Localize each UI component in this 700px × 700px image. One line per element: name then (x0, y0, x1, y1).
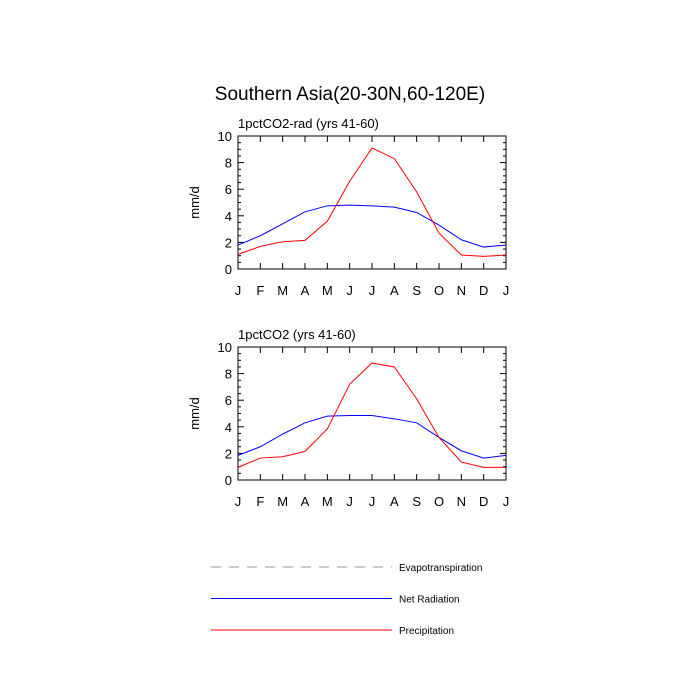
y-tick-label: 8 (225, 367, 232, 382)
x-tick-label: A (390, 283, 399, 298)
y-tick-label: 10 (218, 340, 232, 355)
x-tick-label: S (412, 494, 421, 509)
series-line-net-radiation (237, 415, 507, 459)
plot-frame (237, 346, 507, 481)
x-tick-label: S (412, 283, 421, 298)
legend-label: Precipitation (399, 626, 454, 637)
legend-label: Net Radiation (399, 595, 460, 606)
y-axis-label: mm/d (187, 186, 202, 219)
plot-frame (237, 135, 507, 270)
x-tick-label: J (503, 494, 510, 509)
x-tick-label: F (256, 283, 264, 298)
x-tick-label: O (434, 283, 444, 298)
y-tick-label: 0 (225, 262, 232, 277)
figure-title: Southern Asia(20-30N,60-120E) (215, 84, 485, 105)
y-tick-label: 0 (225, 473, 232, 488)
x-tick-label: N (457, 283, 466, 298)
x-tick-label: M (277, 494, 288, 509)
x-tick-label: A (390, 494, 399, 509)
y-tick-label: 2 (225, 235, 232, 250)
x-tick-label: J (369, 283, 376, 298)
legend-label: Evapotranspiration (399, 563, 482, 574)
y-tick-label: 4 (225, 209, 232, 224)
x-tick-label: M (322, 494, 333, 509)
x-tick-label: J (346, 283, 353, 298)
y-tick-label: 4 (225, 420, 232, 435)
x-tick-label: A (301, 494, 310, 509)
x-tick-label: A (301, 283, 310, 298)
x-tick-label: J (346, 494, 353, 509)
legend: Evapotranspiration Net Radiation Precipita… (211, 563, 482, 637)
x-tick-label: J (235, 494, 242, 509)
x-tick-label: M (277, 283, 288, 298)
x-tick-label: D (479, 283, 488, 298)
x-tick-label: D (479, 494, 488, 509)
x-tick-label: J (503, 283, 510, 298)
series-line-precipitation (237, 362, 506, 468)
x-tick-label: J (369, 494, 376, 509)
x-tick-label: F (256, 494, 264, 509)
panel-subtitle: 1pctCO2 (yrs 41-60) (238, 327, 356, 342)
y-tick-label: 10 (218, 129, 232, 144)
x-tick-label: N (457, 494, 466, 509)
y-axis-label: mm/d (187, 397, 202, 430)
y-tick-label: 8 (225, 156, 232, 171)
x-tick-label: O (434, 494, 444, 509)
y-tick-label: 2 (225, 446, 232, 461)
y-tick-label: 6 (225, 182, 232, 197)
x-tick-label: M (322, 283, 333, 298)
series-line-net-radiation (237, 204, 507, 248)
y-tick-label: 6 (225, 393, 232, 408)
series-line-precipitation (237, 147, 507, 257)
panel-subtitle: 1pctCO2-rad (yrs 41-60) (238, 116, 379, 131)
x-tick-label: J (235, 283, 242, 298)
